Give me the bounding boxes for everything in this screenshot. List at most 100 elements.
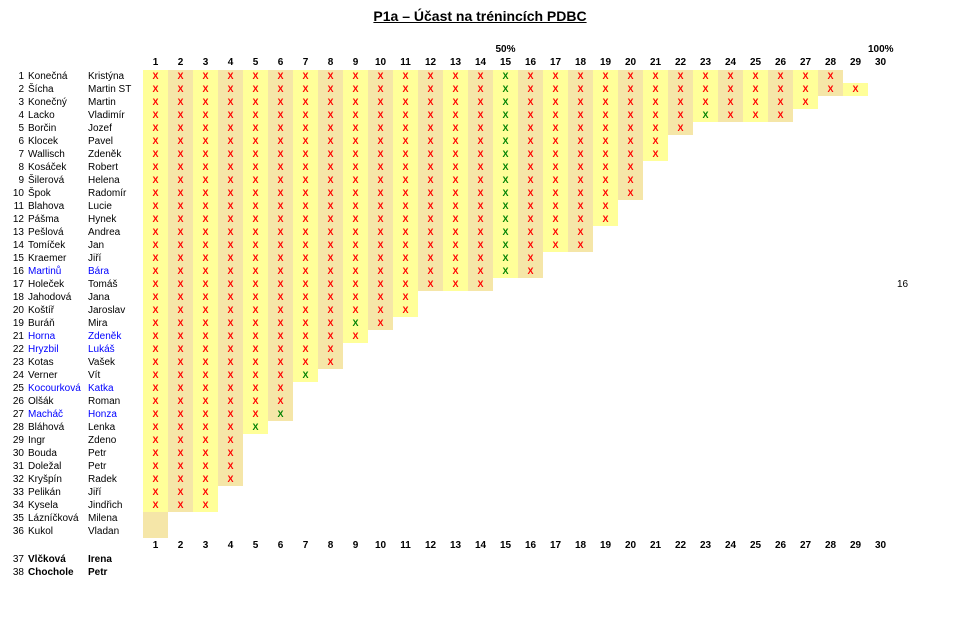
attendance-cell: [843, 161, 868, 174]
attendance-cell: [743, 382, 768, 395]
attendance-cell: [693, 512, 718, 525]
attendance-cell: [868, 122, 893, 135]
attendance-cell: X: [718, 83, 743, 96]
attendance-cell: X: [268, 330, 293, 343]
attendance-cell: [468, 460, 493, 473]
attendance-cell: X: [193, 187, 218, 200]
attendance-cell: [618, 304, 643, 317]
attendance-cell: [843, 473, 868, 486]
attendance-cell: X: [468, 265, 493, 278]
attendance-cell: [468, 330, 493, 343]
firstname: Mira: [88, 317, 143, 330]
attendance-cell: X: [368, 148, 393, 161]
attendance-cell: X: [193, 265, 218, 278]
attendance-cell: X: [343, 174, 368, 187]
attendance-cell: [768, 278, 793, 291]
row-number: 34: [8, 499, 28, 512]
attendance-cell: X: [593, 174, 618, 187]
attendance-cell: X: [243, 200, 268, 213]
attendance-cell: X: [168, 343, 193, 356]
attendance-cell: X: [343, 213, 368, 226]
attendance-cell: [818, 369, 843, 382]
attendance-cell: X: [493, 135, 518, 148]
attendance-cell: [293, 525, 318, 538]
attendance-cell: X: [318, 161, 343, 174]
firstname: Jindřich: [88, 499, 143, 512]
attendance-cell: X: [168, 161, 193, 174]
attendance-cell: X: [243, 213, 268, 226]
attendance-cell: X: [193, 395, 218, 408]
attendance-cell: X: [368, 135, 393, 148]
attendance-cell: [768, 421, 793, 434]
firstname: Andrea: [88, 226, 143, 239]
attendance-cell: X: [443, 239, 468, 252]
attendance-cell: [568, 265, 593, 278]
attendance-cell: [718, 382, 743, 395]
attendance-cell: X: [318, 70, 343, 83]
attendance-cell: [868, 187, 893, 200]
attendance-cell: X: [268, 317, 293, 330]
attendance-cell: [443, 343, 468, 356]
attendance-cell: [518, 460, 543, 473]
attendance-cell: [718, 473, 743, 486]
attendance-cell: [268, 512, 293, 525]
surname: Buráň: [28, 317, 88, 330]
attendance-cell: X: [143, 161, 168, 174]
attendance-cell: X: [343, 109, 368, 122]
firstname: Zdeno: [88, 434, 143, 447]
attendance-cells: XXXX: [143, 434, 893, 447]
attendance-cell: X: [218, 447, 243, 460]
attendance-cell: [843, 278, 868, 291]
attendance-cell: X: [768, 70, 793, 83]
attendance-cell: X: [218, 187, 243, 200]
attendance-cell: [543, 382, 568, 395]
attendance-cell: X: [168, 304, 193, 317]
attendance-cell: [793, 356, 818, 369]
attendance-cell: [518, 382, 543, 395]
firstname: Vašek: [88, 356, 143, 369]
attendance-cell: [168, 512, 193, 525]
attendance-cell: [468, 447, 493, 460]
attendance-cell: [643, 473, 668, 486]
attendance-cell: [868, 369, 893, 382]
attendance-cell: [493, 330, 518, 343]
row-number: 35: [8, 512, 28, 525]
attendance-cell: [593, 343, 618, 356]
attendance-cell: [768, 252, 793, 265]
attendance-cell: X: [468, 70, 493, 83]
surname: Blahova: [28, 200, 88, 213]
attendance-cell: X: [218, 239, 243, 252]
attendance-cell: X: [293, 369, 318, 382]
attendance-cell: X: [243, 174, 268, 187]
attendance-cell: X: [493, 200, 518, 213]
attendance-cell: [643, 161, 668, 174]
attendance-cell: [668, 174, 693, 187]
attendance-cell: [693, 148, 718, 161]
attendance-cell: X: [618, 187, 643, 200]
attendance-cell: X: [193, 252, 218, 265]
attendance-cell: X: [218, 109, 243, 122]
attendance-cell: [618, 330, 643, 343]
attendance-cell: [793, 265, 818, 278]
attendance-cell: X: [143, 109, 168, 122]
attendance-cell: X: [493, 187, 518, 200]
firstname: Radek: [88, 473, 143, 486]
attendance-cell: [743, 291, 768, 304]
attendance-cell: [618, 226, 643, 239]
attendance-cell: X: [568, 96, 593, 109]
attendance-cell: [318, 525, 343, 538]
attendance-cell: [843, 369, 868, 382]
attendance-cell: [868, 382, 893, 395]
attendance-cell: [868, 486, 893, 499]
col-header: 12: [418, 57, 443, 68]
attendance-cell: [568, 460, 593, 473]
attendance-cell: [493, 369, 518, 382]
attendance-cell: X: [193, 96, 218, 109]
attendance-cell: X: [318, 213, 343, 226]
attendance-cell: [243, 473, 268, 486]
attendance-cell: [568, 343, 593, 356]
attendance-cell: [718, 408, 743, 421]
attendance-cell: [768, 317, 793, 330]
attendance-cell: X: [243, 161, 268, 174]
attendance-cell: X: [318, 83, 343, 96]
